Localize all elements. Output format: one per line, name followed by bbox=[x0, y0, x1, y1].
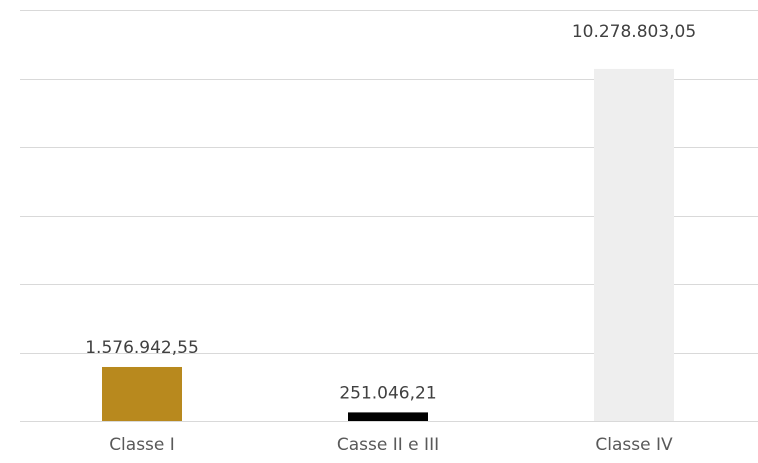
category-label-2: Casse II e III bbox=[337, 435, 439, 455]
gridlines bbox=[20, 10, 758, 422]
bar-3 bbox=[594, 68, 674, 422]
category-labels: Classe I Casse II e III Classe IV bbox=[109, 435, 673, 455]
bar-2 bbox=[348, 412, 428, 421]
data-label-1: 1.576.942,55 bbox=[85, 338, 199, 358]
bar-1 bbox=[102, 366, 182, 421]
category-label-1: Classe I bbox=[109, 435, 175, 455]
bars bbox=[102, 68, 674, 422]
data-label-2: 251.046,21 bbox=[339, 383, 436, 403]
data-label-3: 10.278.803,05 bbox=[572, 22, 696, 42]
data-labels: 1.576.942,55 251.046,21 10.278.803,05 bbox=[85, 22, 696, 403]
category-label-3: Classe IV bbox=[595, 435, 673, 455]
